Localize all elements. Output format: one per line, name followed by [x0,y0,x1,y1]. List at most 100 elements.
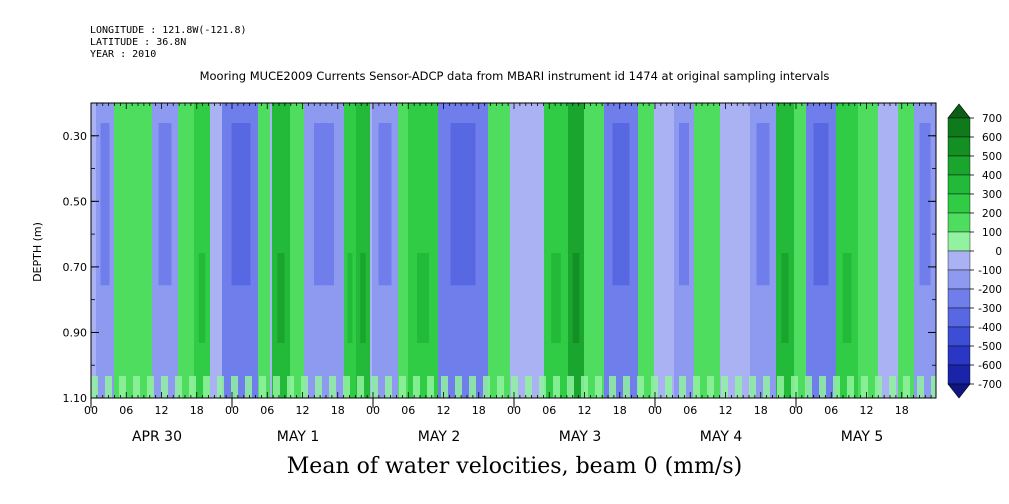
x-tick-label: 06 [824,404,838,417]
x-day-label: MAY 1 [277,429,319,445]
bottom-patch [217,376,224,398]
bottom-patch [483,376,490,398]
bottom-patch [791,376,798,398]
bottom-patch [133,376,140,398]
bottom-patch [693,376,700,398]
colorbar-label: -600 [978,360,1002,372]
velocity-core [100,123,110,286]
longitude-label: LONGITUDE : 121.8W(-121.8) [90,25,247,36]
bottom-patch [105,376,112,398]
y-axis-label: DEPTH (m) [31,222,44,282]
bottom-patch [413,376,420,398]
bottom-patch [567,376,574,398]
bottom-patch [329,376,336,398]
x-tick-label: 18 [190,404,204,417]
bottom-patch [581,376,588,398]
colorbar-band [947,136,971,157]
bottom-patch [805,376,812,398]
x-tick-label: 18 [754,404,768,417]
x-tick-label: 12 [578,404,592,417]
y-axis: 0.30 0.50 0.70 0.90 1.10 [63,102,936,405]
bottom-patch [651,376,658,398]
velocity-core [919,123,931,286]
colorbar-band [947,193,971,214]
velocity-stripe [114,103,154,398]
velocity-stripe [776,103,794,398]
bottom-patch [91,376,98,398]
velocity-core [612,123,630,286]
x-day-label: MAY 5 [841,429,883,445]
velocity-core [679,123,689,286]
bottom-patch [609,376,616,398]
velocity-core [347,253,353,343]
bottom-patch [553,376,560,398]
bottom-patch [819,376,826,398]
x-tick-label: 00 [225,404,239,417]
x-day-label: MAY 4 [700,429,743,445]
bottom-patch [903,376,910,398]
x-tick-label: 12 [719,404,733,417]
velocity-stripe [290,103,304,398]
velocity-stripes [91,103,936,398]
colorbar-label: 400 [982,170,1002,182]
colorbar-band [947,212,971,233]
x-day-label: APR 30 [132,429,182,445]
bottom-patch [861,376,868,398]
colorbar-label: 600 [982,132,1002,144]
colorbar-label: -200 [978,284,1002,296]
colorbar-band [947,345,971,366]
bottom-patch [833,376,840,398]
velocity-stripe [212,103,222,398]
colorbar-band [947,288,971,309]
velocity-core [198,253,206,343]
bottom-patch [427,376,434,398]
bottom-patch [147,376,154,398]
bottom-patch [469,376,476,398]
velocity-stripe [898,103,914,398]
bottom-patch [357,376,364,398]
colorbar-band [947,364,971,385]
colorbar-label: 300 [982,189,1002,201]
bottom-patch [203,376,210,398]
colorbar-label: -100 [978,265,1002,277]
velocity-stripe [794,103,806,398]
x-tick-label: 18 [895,404,909,417]
x-axis-title: Mean of water velocities, beam 0 (mm/s) [286,454,743,479]
bottom-patch [371,376,378,398]
colorbar-band [947,231,971,252]
x-tick-label: 12 [437,404,451,417]
bottom-patch [889,376,896,398]
latitude-label: LATITUDE : 36.8N [90,37,187,48]
x-tick-label: 00 [789,404,803,417]
velocity-core [231,123,251,286]
velocity-core [158,123,172,286]
bottom-patch [623,376,630,398]
colorbar-label: -500 [978,341,1002,353]
velocity-stripe [356,103,370,398]
velocity-stripe [178,103,196,398]
velocity-stripe [194,103,210,398]
colorbar-band [947,117,971,138]
colorbar-label: -400 [978,322,1002,334]
velocity-stripe [398,103,408,398]
velocity-stripe [720,103,750,398]
colorbar-label: -300 [978,303,1002,315]
bottom-patch [385,376,392,398]
velocity-core [551,253,561,343]
x-tick-label: 00 [84,404,98,417]
velocity-stripe [488,103,510,398]
x-day-label: MAY 3 [559,429,601,445]
velocity-core [813,123,829,286]
x-tick-label: 18 [613,404,627,417]
y-tick-label: 0.30 [63,130,88,143]
colorbar-band [947,269,971,290]
bottom-patch [315,376,322,398]
x-tick-label: 00 [507,404,521,417]
x-tick-label: 18 [331,404,345,417]
velocity-stripe [408,103,438,398]
velocity-stripe [510,103,544,398]
velocity-stripe [858,103,878,398]
bottom-patch [721,376,728,398]
y-tick-label: 1.10 [63,392,88,405]
